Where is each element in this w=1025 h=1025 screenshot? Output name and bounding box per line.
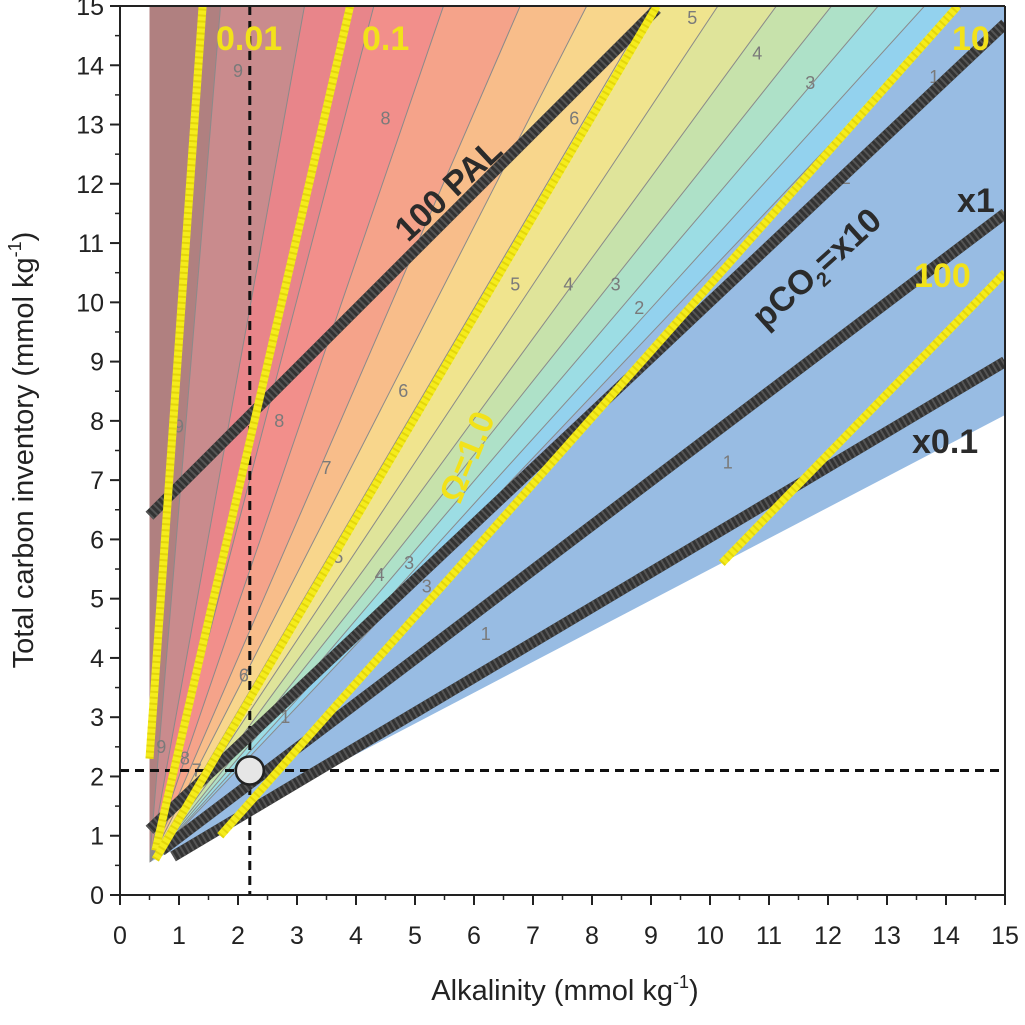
contour-label: 6 [239,666,249,686]
contour-label: 9 [156,737,166,757]
contour-label: 4 [563,274,573,294]
contour-label: 3 [404,553,414,573]
y-tick-label: 14 [76,52,104,80]
contour-label: 2 [634,298,644,318]
y-tick-label: 5 [90,586,104,614]
y-tick-label: 13 [76,112,104,140]
contour-label: 7 [321,458,331,478]
y-tick-label: 4 [90,645,104,673]
y-tick-label: 3 [90,704,104,732]
y-tick-label: 0 [90,882,104,910]
y-tick-label: 1 [90,823,104,851]
contour-label: 5 [687,8,697,28]
contour-label: 6 [398,381,408,401]
x-tick-label: 14 [932,922,960,950]
y-tick-label: 12 [76,171,104,199]
label-x0-1: x0.1 [912,423,978,461]
contour-label: 4 [375,565,385,585]
y-tick-label: 6 [90,526,104,554]
x-axis-title: Alkalinity (mmol kg-1) [431,972,698,1007]
label-x1: x1 [957,182,995,220]
y-tick-label: 9 [90,349,104,377]
contour-label: 6 [569,109,579,129]
label-0-01: 0.01 [216,20,282,58]
x-tick-label: 7 [526,922,540,950]
y-tick-label: 7 [90,467,104,495]
y-tick-label: 11 [78,230,104,258]
x-tick-label: 11 [756,922,782,950]
contour-label: 3 [805,73,815,93]
y-axis-title: Total carbon inventory (mmol kg-1) [5,232,40,669]
x-tick-label: 3 [290,922,304,950]
y-tick-label: 15 [76,0,104,21]
x-tick-label: 6 [467,922,481,950]
y-tick-label: 2 [90,763,104,791]
contour-label: 1 [481,624,491,644]
x-tick-label: 12 [814,922,842,950]
x-tick-label: 2 [231,922,245,950]
label-0-1: 0.1 [362,20,409,58]
x-tick-label: 10 [696,922,724,950]
x-tick-label: 4 [349,922,363,950]
contour-label: 4 [752,43,762,63]
contour-label: 9 [233,61,243,81]
contour-label: 3 [611,274,621,294]
contour-label: 8 [380,109,390,129]
contour-label: 5 [510,274,520,294]
y-tick-label: 8 [90,408,104,436]
x-tick-label: 8 [585,922,599,950]
contour-label: 1 [723,452,733,472]
x-tick-label: 5 [408,922,422,950]
x-tick-label: 15 [991,922,1019,950]
label-100: 100 [914,257,971,295]
x-tick-label: 9 [644,922,658,950]
x-tick-label: 1 [172,922,186,950]
x-tick-label: 13 [873,922,901,950]
y-tick-label: 10 [76,289,104,317]
label-10: 10 [952,20,990,58]
x-tick-label: 0 [113,922,127,950]
contour-label: 8 [274,411,284,431]
reference-point [236,757,264,785]
